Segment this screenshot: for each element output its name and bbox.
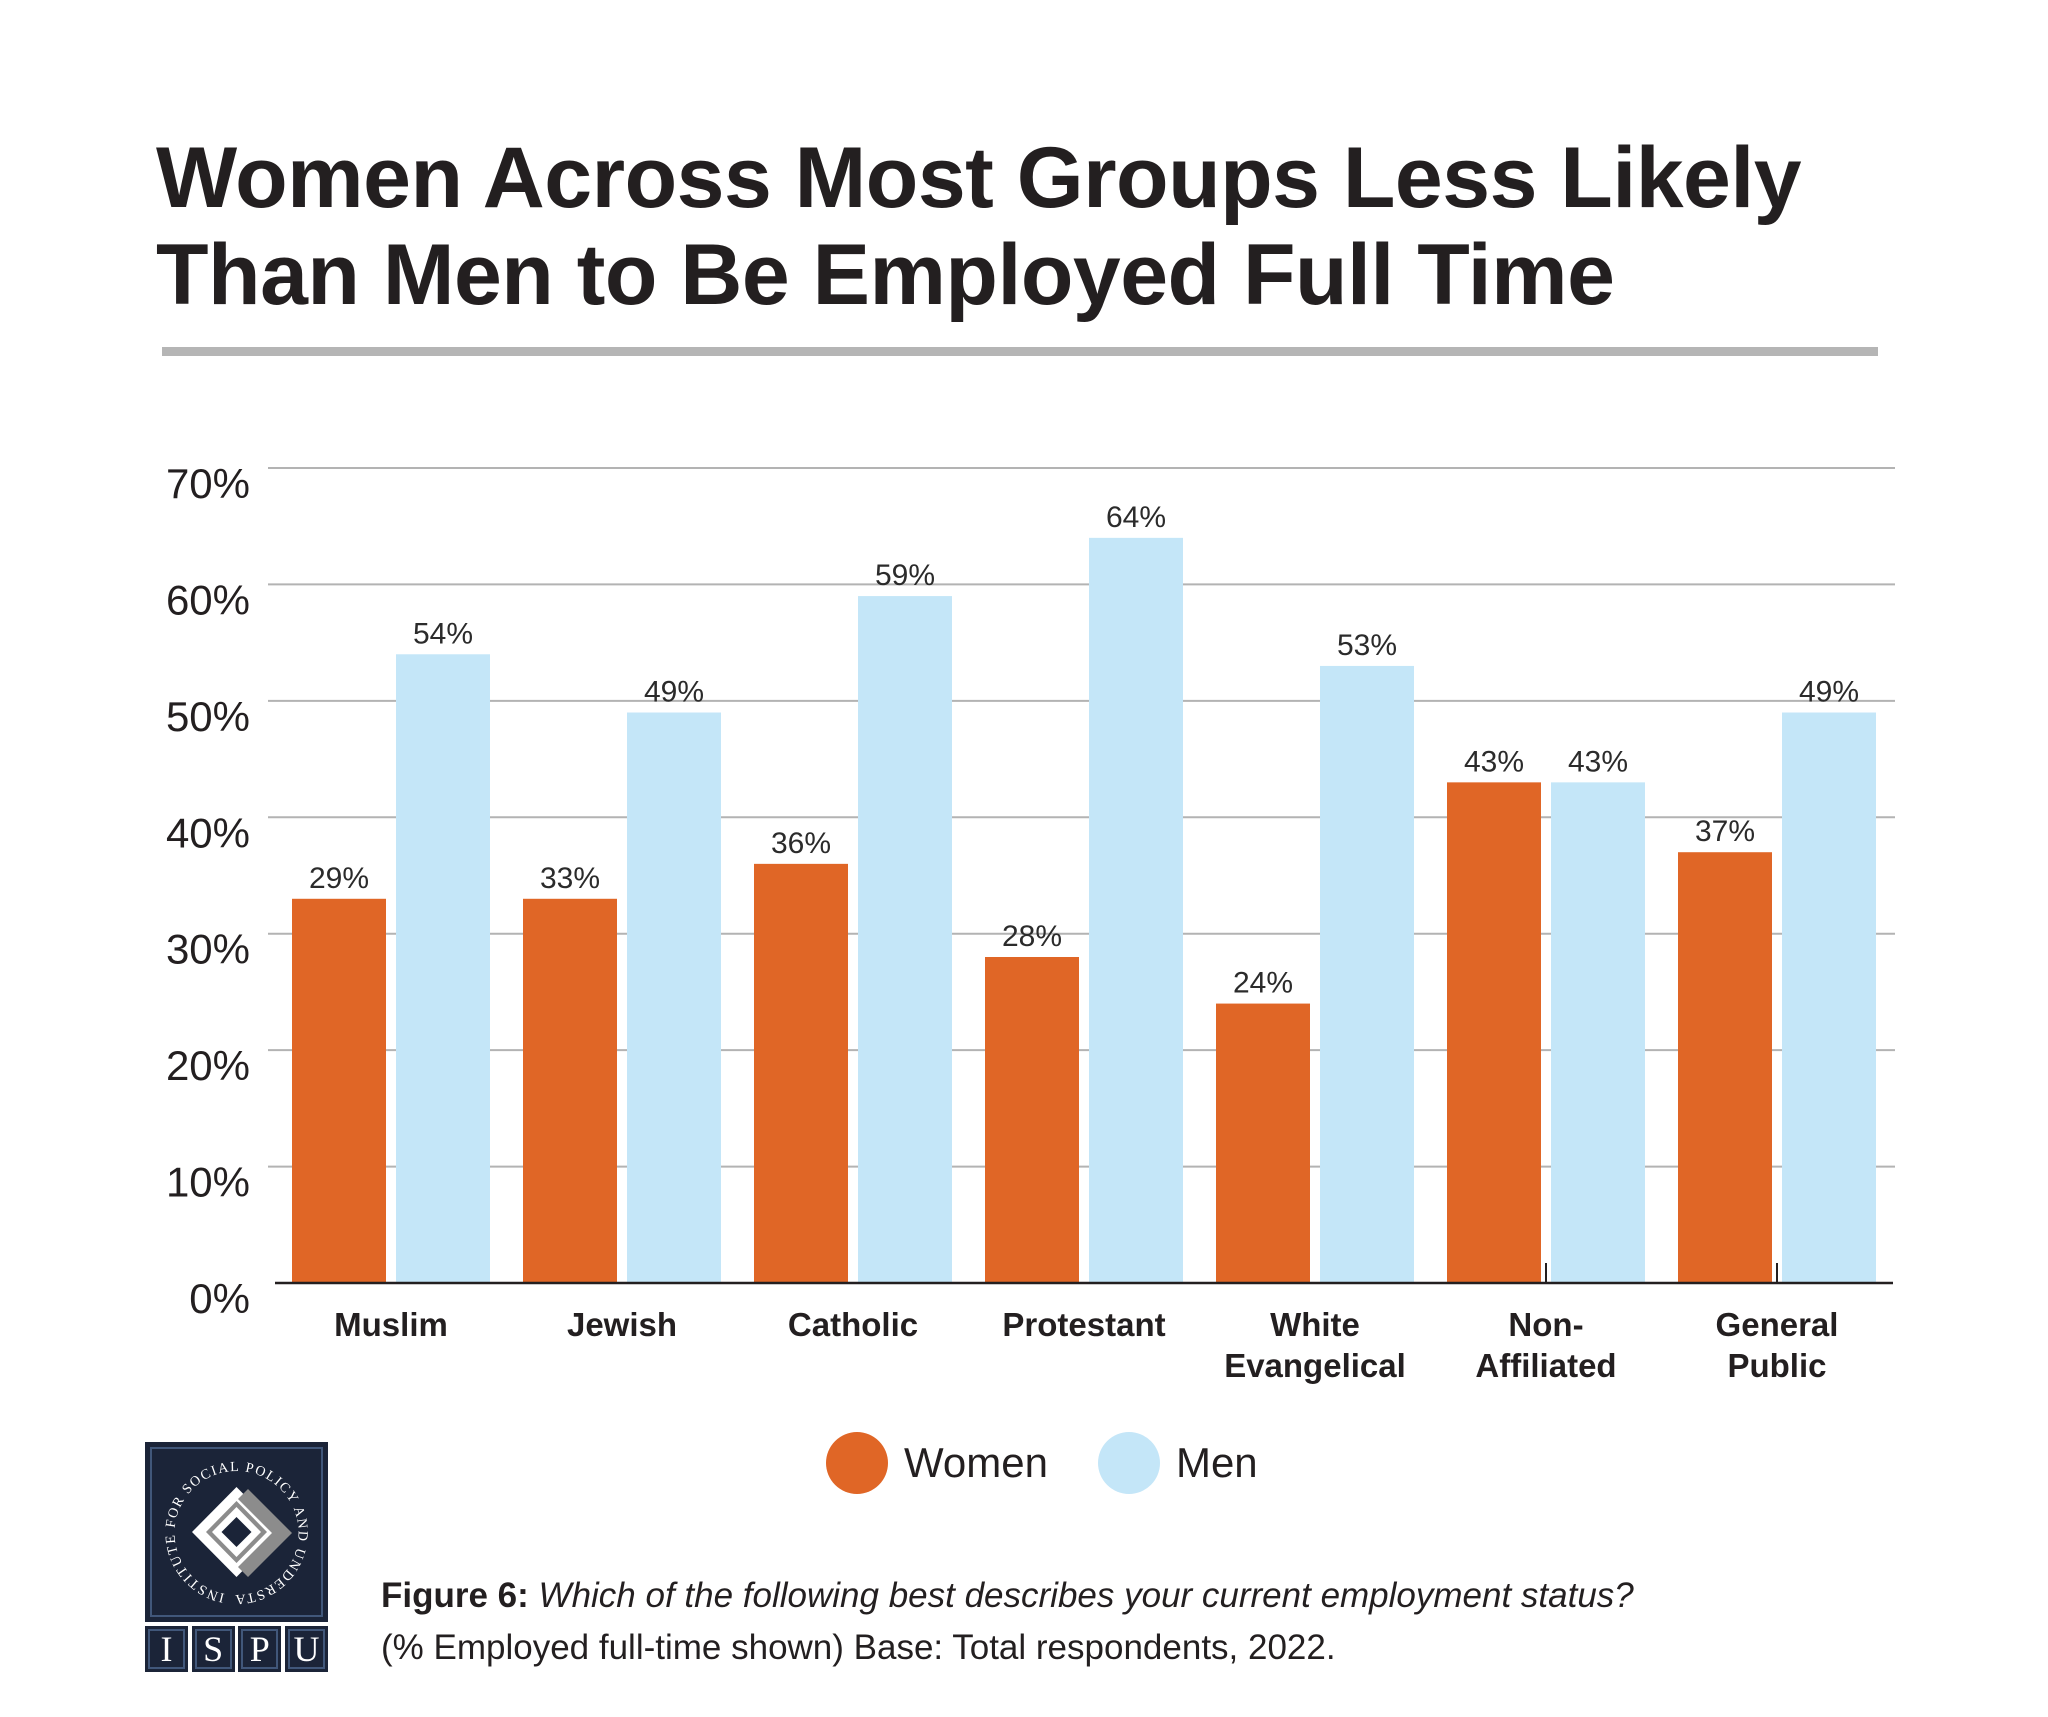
caption-line-1: Figure 6: Which of the following best de… bbox=[381, 1570, 1634, 1622]
bar-men bbox=[1782, 712, 1876, 1283]
x-category-label: Jewish bbox=[567, 1306, 677, 1343]
data-label-women: 33% bbox=[540, 862, 600, 895]
legend-item-men: Men bbox=[1097, 1432, 1258, 1494]
y-tick-label: 40% bbox=[166, 809, 250, 856]
bar-women bbox=[1216, 1003, 1310, 1283]
x-category-label: Muslim bbox=[334, 1306, 448, 1343]
chart-title-line-1: Women Across Most Groups Less Likely bbox=[156, 130, 1802, 226]
chart-title-line-2: Than Men to Be Employed Full Time bbox=[156, 227, 1615, 323]
gridlines bbox=[268, 467, 1895, 1168]
data-label-men: 64% bbox=[1106, 501, 1166, 534]
bar-women bbox=[1678, 852, 1772, 1283]
bar-women bbox=[754, 863, 848, 1283]
legend-swatch-women bbox=[826, 1432, 888, 1494]
legend-swatch-men bbox=[1097, 1432, 1160, 1494]
data-label-women: 24% bbox=[1233, 967, 1293, 1000]
logo-letters: I S P U bbox=[145, 1626, 328, 1672]
x-category-label: Evangelical bbox=[1224, 1347, 1406, 1384]
logo-letter: S bbox=[191, 1626, 235, 1672]
bar-chart: 0% 10% 20% 30% 40% 50% 60% 70% 29% 54% 33% 49% 36% 5… bbox=[166, 460, 1895, 1384]
bar-men bbox=[1551, 782, 1645, 1283]
x-axis-category-labels: Muslim Jewish Catholic Protestant White Evang… bbox=[334, 1306, 1838, 1384]
y-tick-label: 60% bbox=[166, 576, 250, 623]
data-label-men: 53% bbox=[1337, 629, 1397, 662]
y-tick-label: 30% bbox=[166, 926, 250, 973]
chart-title: Women Across Most Groups Less Likely Tha… bbox=[156, 130, 1802, 324]
bar-men bbox=[1089, 537, 1183, 1283]
caption-question: Which of the following best describes yo… bbox=[538, 1576, 1634, 1615]
bar-women bbox=[523, 898, 617, 1283]
data-label-men: 54% bbox=[413, 617, 473, 650]
legend-label-women: Women bbox=[904, 1439, 1048, 1486]
y-tick-label: 50% bbox=[166, 693, 250, 740]
caption-note: (% Employed full-time shown) Base: Total… bbox=[381, 1628, 1336, 1667]
figure-caption: Figure 6: Which of the following best de… bbox=[381, 1570, 1634, 1674]
y-tick-label: 0% bbox=[189, 1275, 250, 1322]
data-label-men: 49% bbox=[1799, 676, 1859, 709]
x-category-label: Protestant bbox=[1002, 1306, 1165, 1343]
data-label-women: 29% bbox=[309, 862, 369, 895]
data-label-women: 37% bbox=[1695, 815, 1755, 848]
x-category-label: General bbox=[1716, 1306, 1839, 1343]
data-labels: 29% 54% 33% 49% 36% 59% 28% 64% 24% 53% 43% 43% 37% 4… bbox=[309, 501, 1859, 1000]
ispu-logo: INSTITUTE FOR SOCIAL POLICY AND UNDERSTA… bbox=[142, 1434, 328, 1672]
x-category-label: Non- bbox=[1508, 1306, 1583, 1343]
y-tick-label: 70% bbox=[166, 460, 250, 507]
logo-letter: P bbox=[238, 1626, 282, 1672]
data-label-men: 49% bbox=[644, 676, 704, 709]
bar-women bbox=[1447, 782, 1541, 1283]
legend: Women Men bbox=[826, 1432, 1308, 1494]
data-label-men: 43% bbox=[1568, 745, 1628, 778]
bar-men bbox=[627, 712, 721, 1283]
caption-figure-label: Figure 6: bbox=[381, 1576, 529, 1615]
data-label-women: 28% bbox=[1002, 920, 1062, 953]
logo-emblem: INSTITUTE FOR SOCIAL POLICY AND UNDERSTA… bbox=[142, 1434, 328, 1622]
bar-women bbox=[985, 957, 1079, 1283]
data-label-men: 59% bbox=[875, 559, 935, 592]
y-tick-label: 10% bbox=[166, 1159, 250, 1206]
legend-label-men: Men bbox=[1175, 1439, 1258, 1486]
logo-letter: I bbox=[145, 1626, 188, 1672]
bar-men bbox=[396, 654, 490, 1283]
data-label-women: 36% bbox=[771, 827, 831, 860]
y-axis-tick-labels: 0% 10% 20% 30% 40% 50% 60% 70% bbox=[166, 460, 250, 1322]
x-category-label: Catholic bbox=[788, 1306, 918, 1343]
bar-men bbox=[1320, 665, 1414, 1283]
bar-women bbox=[292, 898, 386, 1283]
x-category-label: Affiliated bbox=[1475, 1347, 1616, 1384]
logo-diamond-icon: INSTITUTE FOR SOCIAL POLICY AND UNDERSTA… bbox=[142, 1434, 308, 1606]
x-category-label: Public bbox=[1727, 1347, 1826, 1384]
data-label-women: 43% bbox=[1464, 745, 1524, 778]
title-divider bbox=[162, 347, 1878, 356]
logo-letter: U bbox=[284, 1626, 328, 1672]
bar-men bbox=[858, 596, 952, 1283]
legend-item-women: Women bbox=[826, 1432, 1048, 1494]
bars bbox=[292, 537, 1876, 1283]
x-category-label: White bbox=[1270, 1306, 1360, 1343]
y-tick-label: 20% bbox=[166, 1042, 250, 1089]
x-axis bbox=[275, 1263, 1893, 1285]
